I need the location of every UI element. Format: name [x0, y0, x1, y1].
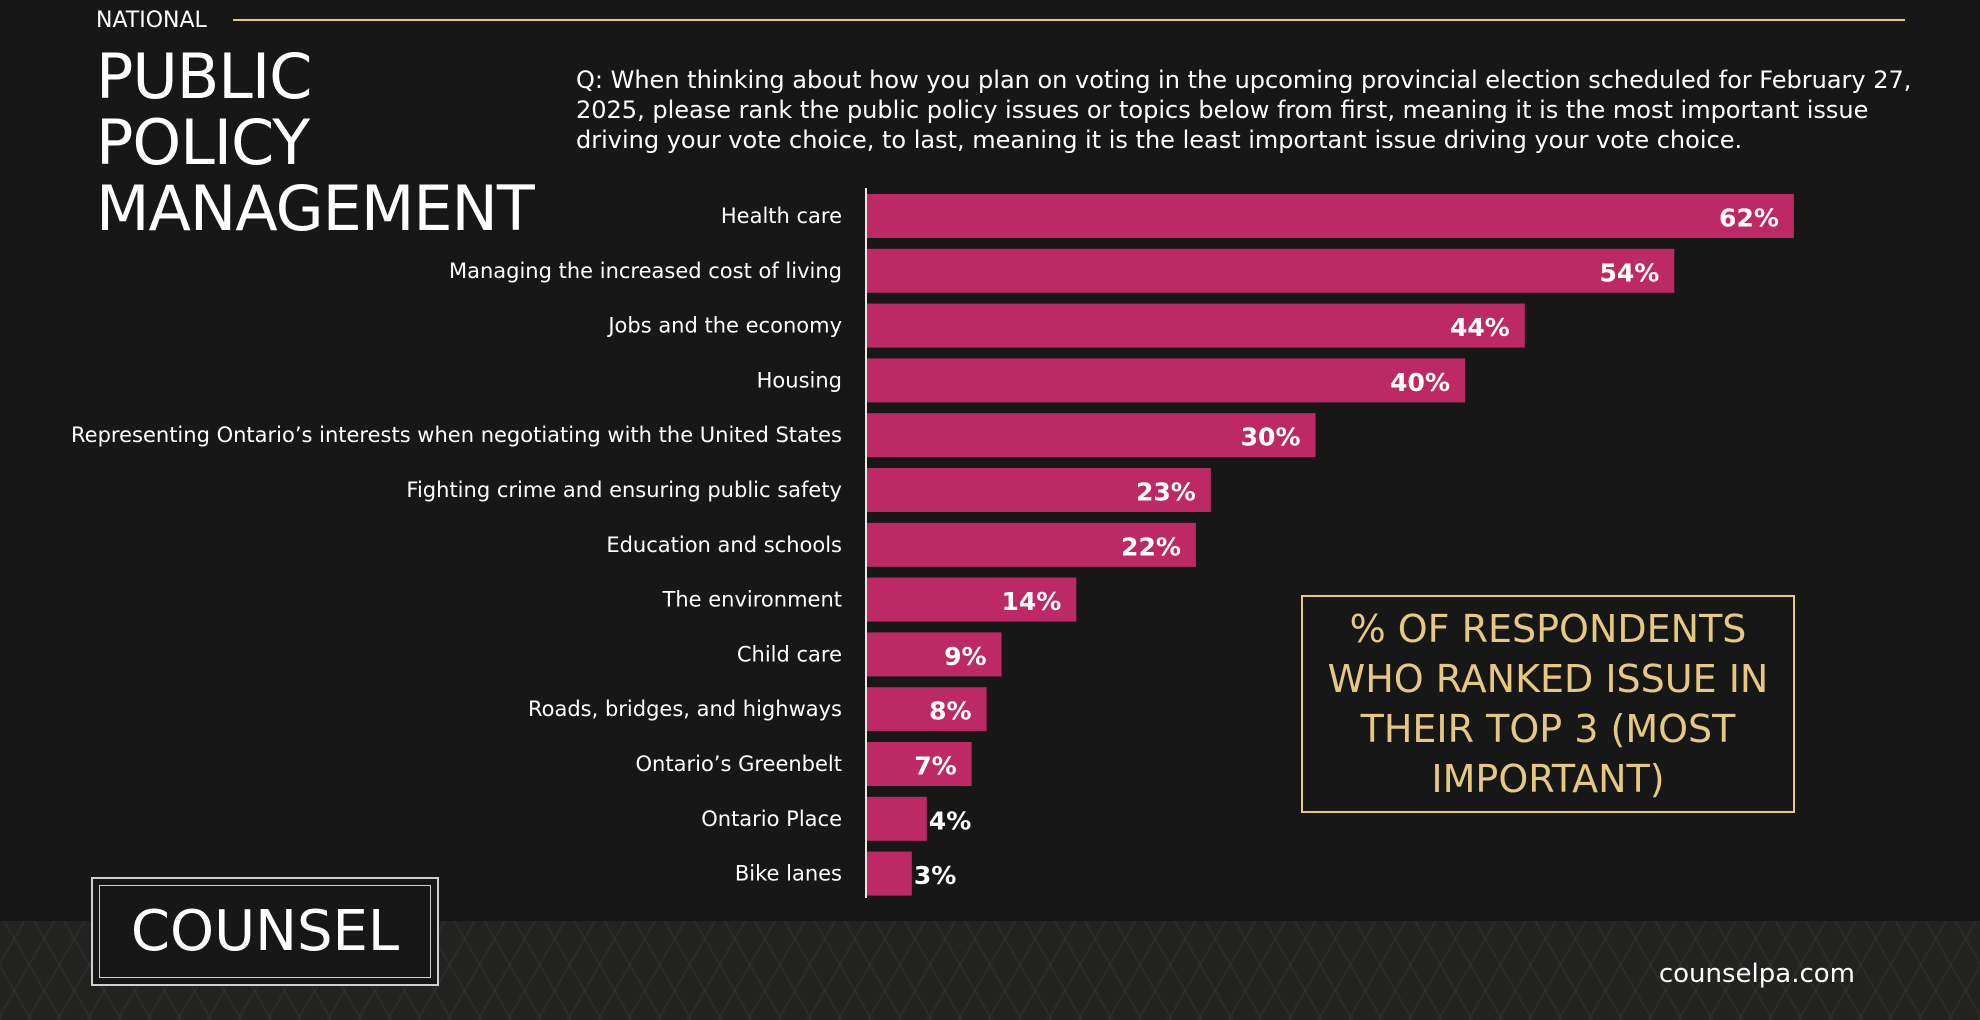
category-label: Fighting crime and ensuring public safet…	[406, 478, 842, 502]
bar	[867, 796, 927, 841]
category-label: Representing Ontario’s interests when ne…	[71, 423, 842, 447]
data-label: 62%	[1719, 204, 1779, 233]
website-link[interactable]: counselpa.com	[1658, 959, 1855, 989]
category-label: Child care	[737, 642, 842, 666]
bar	[867, 522, 1196, 567]
bar	[867, 577, 1077, 622]
data-label: 54%	[1599, 258, 1659, 287]
bar	[867, 194, 1794, 238]
data-label: 22%	[1121, 532, 1181, 561]
bar-chart: Health care 62% Managing the increased cos…	[71, 188, 1794, 898]
chart-callout-box: % OF RESPONDENTS WHO RANKED ISSUE IN THE…	[1301, 595, 1795, 813]
data-label: 3%	[914, 861, 956, 890]
eyebrow-divider	[233, 19, 1905, 21]
bar	[867, 687, 987, 732]
bar	[867, 358, 1465, 403]
page-title: PUBLIC POLICY MANAGEMENT	[96, 40, 535, 245]
category-label: Roads, bridges, and highways	[528, 697, 842, 721]
data-label: 23%	[1136, 478, 1196, 507]
bar	[867, 468, 1211, 512]
category-label: Education and schools	[606, 533, 842, 557]
category-label: Bike lanes	[735, 862, 842, 886]
bar	[867, 413, 1316, 458]
bar	[867, 632, 1002, 677]
section-eyebrow: NATIONAL	[96, 8, 207, 33]
counsel-logo: COUNSEL	[91, 877, 439, 986]
data-label: 40%	[1390, 368, 1450, 397]
category-label: The environment	[662, 588, 842, 612]
category-label: Ontario Place	[701, 807, 842, 831]
logo-wordmark: COUNSEL	[99, 885, 431, 978]
data-label: 7%	[914, 752, 956, 781]
data-label: 4%	[929, 806, 971, 835]
bar	[867, 742, 972, 786]
data-label: 8%	[929, 697, 971, 726]
data-label: 30%	[1241, 423, 1301, 452]
bar	[867, 851, 912, 896]
data-label: 44%	[1450, 313, 1510, 342]
category-label: Managing the increased cost of living	[449, 259, 842, 283]
category-label: Housing	[757, 368, 842, 392]
callout-text: % OF RESPONDENTS WHO RANKED ISSUE IN THE…	[1327, 607, 1769, 801]
survey-question: Q: When thinking about how you plan on v…	[576, 66, 1912, 154]
bar	[867, 248, 1675, 293]
category-label: Ontario’s Greenbelt	[636, 752, 842, 776]
data-label: 14%	[1001, 587, 1061, 616]
bar	[867, 303, 1525, 348]
category-label: Health care	[721, 204, 842, 228]
category-label: Jobs and the economy	[606, 314, 842, 338]
data-label: 9%	[944, 642, 986, 671]
